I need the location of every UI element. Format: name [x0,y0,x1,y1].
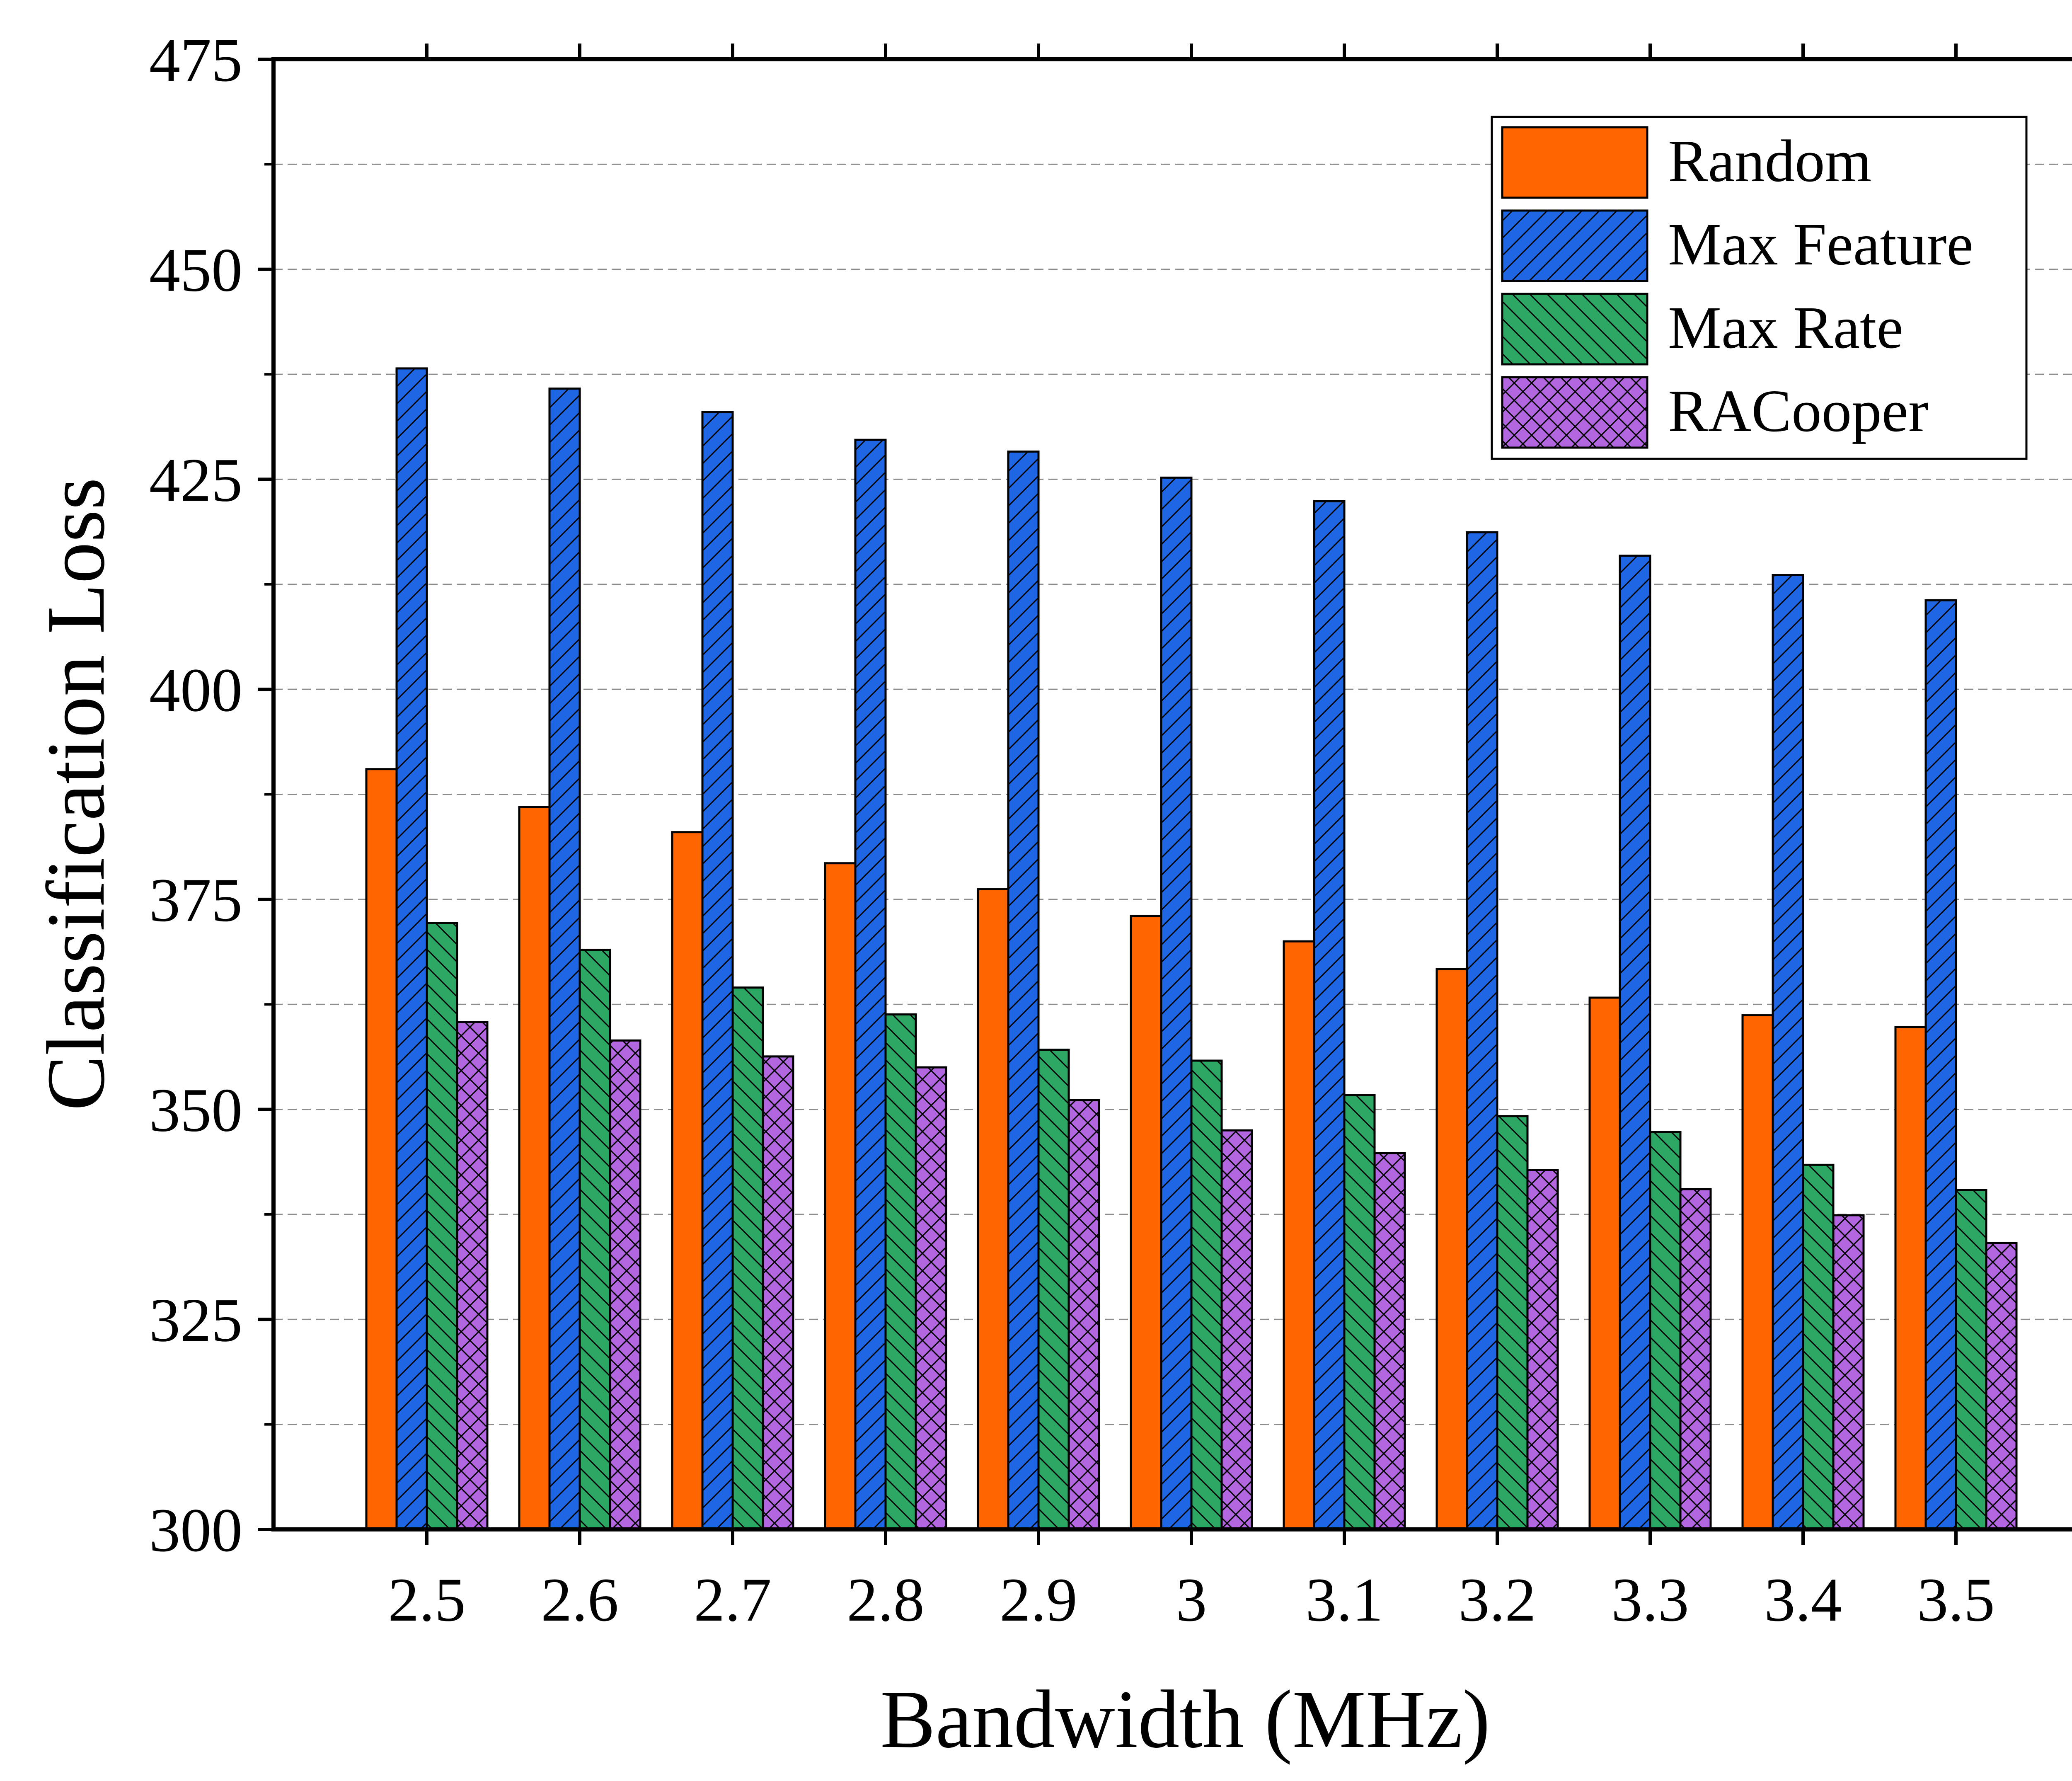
bars [365,367,2018,1531]
bar-hatch [427,923,457,1529]
bar-random [366,769,397,1529]
y-tick-label: 325 [149,1286,242,1355]
x-tick-label: 3 [1176,1565,1207,1634]
bar-random [519,807,549,1529]
legend-swatch-outline [1501,209,1648,282]
bar-hatch [1375,1153,1405,1529]
y-axis-title: Classification Loss [30,477,122,1111]
bar-hatch [1926,600,1956,1530]
bar-hatch [1650,1132,1680,1529]
y-tick-label: 475 [149,26,242,95]
y-tick-label: 350 [149,1076,242,1145]
x-tick-label: 3.3 [1611,1565,1689,1634]
bar-hatch [549,388,580,1529]
bar-hatch [1527,1170,1558,1529]
y-tick-label: 400 [149,656,242,725]
legend-label-max-rate: Max Rate [1668,295,1903,361]
legend-swatch-hatch [1502,294,1647,364]
bar-random [825,863,855,1529]
legend-label-max-feature: Max Feature [1668,211,1973,278]
bar-hatch [1833,1215,1864,1529]
bar-hatch [916,1067,946,1529]
x-tick-label: 2.7 [694,1565,772,1634]
bar-hatch [763,1056,793,1529]
y-tick-label: 425 [149,446,242,514]
bar-hatch [397,368,427,1530]
bar-hatch [1222,1130,1252,1529]
y-tick-label: 450 [149,236,242,305]
x-axis-title: Bandwidth (MHz) [880,1674,1490,1765]
legend: Random Max Feature Max Rate RACooper [1491,116,2028,460]
bar-hatch [1344,1095,1375,1529]
bar-hatch [1161,477,1191,1529]
x-tick-label: 2.6 [541,1565,619,1634]
bar-random [1895,1027,1926,1529]
bar-hatch [580,950,610,1529]
x-tick-label: 2.5 [388,1565,466,1634]
legend-swatch-outline [1501,126,1648,199]
bar-hatch [1467,532,1497,1529]
bar-random [978,889,1008,1529]
legend-swatch-outline [1501,293,1648,366]
bar-hatch [1773,575,1803,1529]
x-tick-label: 3.4 [1764,1565,1842,1634]
bar-random [672,832,702,1529]
axis-ticks: 300 325 350 375 400 425 450 475 2.5 2.6 2.7 2.8 2.9 3… [149,26,1995,1634]
bar-random [1284,941,1314,1529]
bar-random [1131,916,1161,1529]
bar-hatch [1069,1100,1099,1529]
bar-hatch [1956,1190,1986,1529]
x-tick-label: 2.8 [847,1565,925,1634]
x-tick-label: 3.1 [1305,1565,1383,1634]
legend-swatch-hatch [1502,377,1647,448]
bar-hatch [1008,451,1038,1529]
legend-swatch-random [1502,127,1647,198]
bar-random [1743,1015,1773,1529]
bar-hatch [457,1022,487,1529]
y-tick-label: 375 [149,866,242,935]
bar-hatch [1191,1061,1222,1529]
bar-hatch [733,987,763,1529]
x-tick-label: 3.5 [1917,1565,1995,1634]
legend-swatch-outline [1501,376,1648,449]
x-tick-label: 2.9 [1000,1565,1077,1634]
bar-hatch [886,1014,916,1529]
legend-swatch-hatch [1502,211,1647,281]
bar-hatch [702,412,733,1529]
bar-hatch [1803,1165,1833,1529]
bar-hatch [1620,555,1650,1529]
bar-hatch [1986,1243,2016,1529]
x-tick-label: 3.2 [1458,1565,1536,1634]
legend-label-racooper: RACooper [1668,378,1928,444]
legend-label-random: Random [1668,128,1871,194]
bar-hatch [1497,1116,1527,1529]
bar-random [1437,969,1467,1529]
bar-hatch [1314,501,1344,1529]
y-tick-label: 300 [149,1496,242,1565]
bar-hatch [1038,1049,1069,1529]
bar-hatch [855,440,886,1529]
bar-random [1590,997,1620,1529]
bar-hatch [1680,1189,1711,1529]
bar-hatch [610,1040,640,1529]
